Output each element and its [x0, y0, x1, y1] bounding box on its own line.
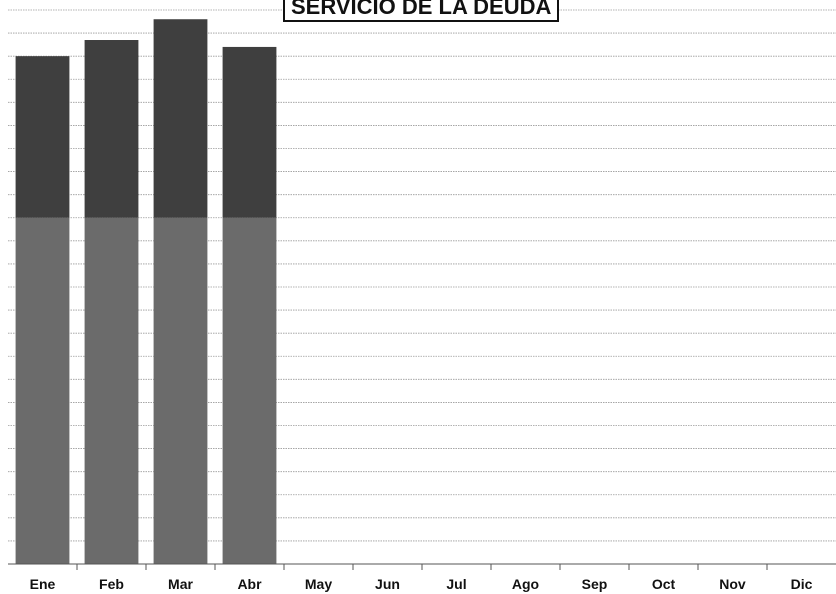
x-tick-label: Sep [582, 576, 608, 592]
x-tick-label: Mar [168, 576, 193, 592]
x-tick-label: Jun [375, 576, 400, 592]
bar-abr-series-2 [222, 46, 277, 218]
x-tick-label: Nov [719, 576, 746, 592]
bars-group [15, 19, 277, 564]
bar-feb-series-1 [84, 217, 139, 564]
x-tick-label: Feb [99, 576, 124, 592]
x-tick-label: Jul [446, 576, 466, 592]
bar-ene-series-2 [15, 56, 70, 218]
x-tick-label: Ago [512, 576, 539, 592]
x-axis: Ene Feb Mar Abr May Jun Jul Ago Sep Oct Nov Dic [8, 563, 836, 592]
x-tick-label: Ene [30, 576, 56, 592]
x-tick-label: Abr [237, 576, 262, 592]
gridlines [8, 9, 836, 542]
x-tick-label: May [305, 576, 332, 592]
bar-mar-series-2 [153, 19, 208, 218]
x-tick-label: Dic [791, 576, 813, 592]
bar-mar-series-1 [153, 217, 208, 564]
chart-title: SERVICIO DE LA DEUDA [283, 0, 560, 22]
bar-ene-series-1 [15, 217, 70, 564]
bar-feb-series-2 [84, 40, 139, 218]
x-tick-label: Oct [652, 576, 676, 592]
bar-abr-series-1 [222, 217, 277, 564]
